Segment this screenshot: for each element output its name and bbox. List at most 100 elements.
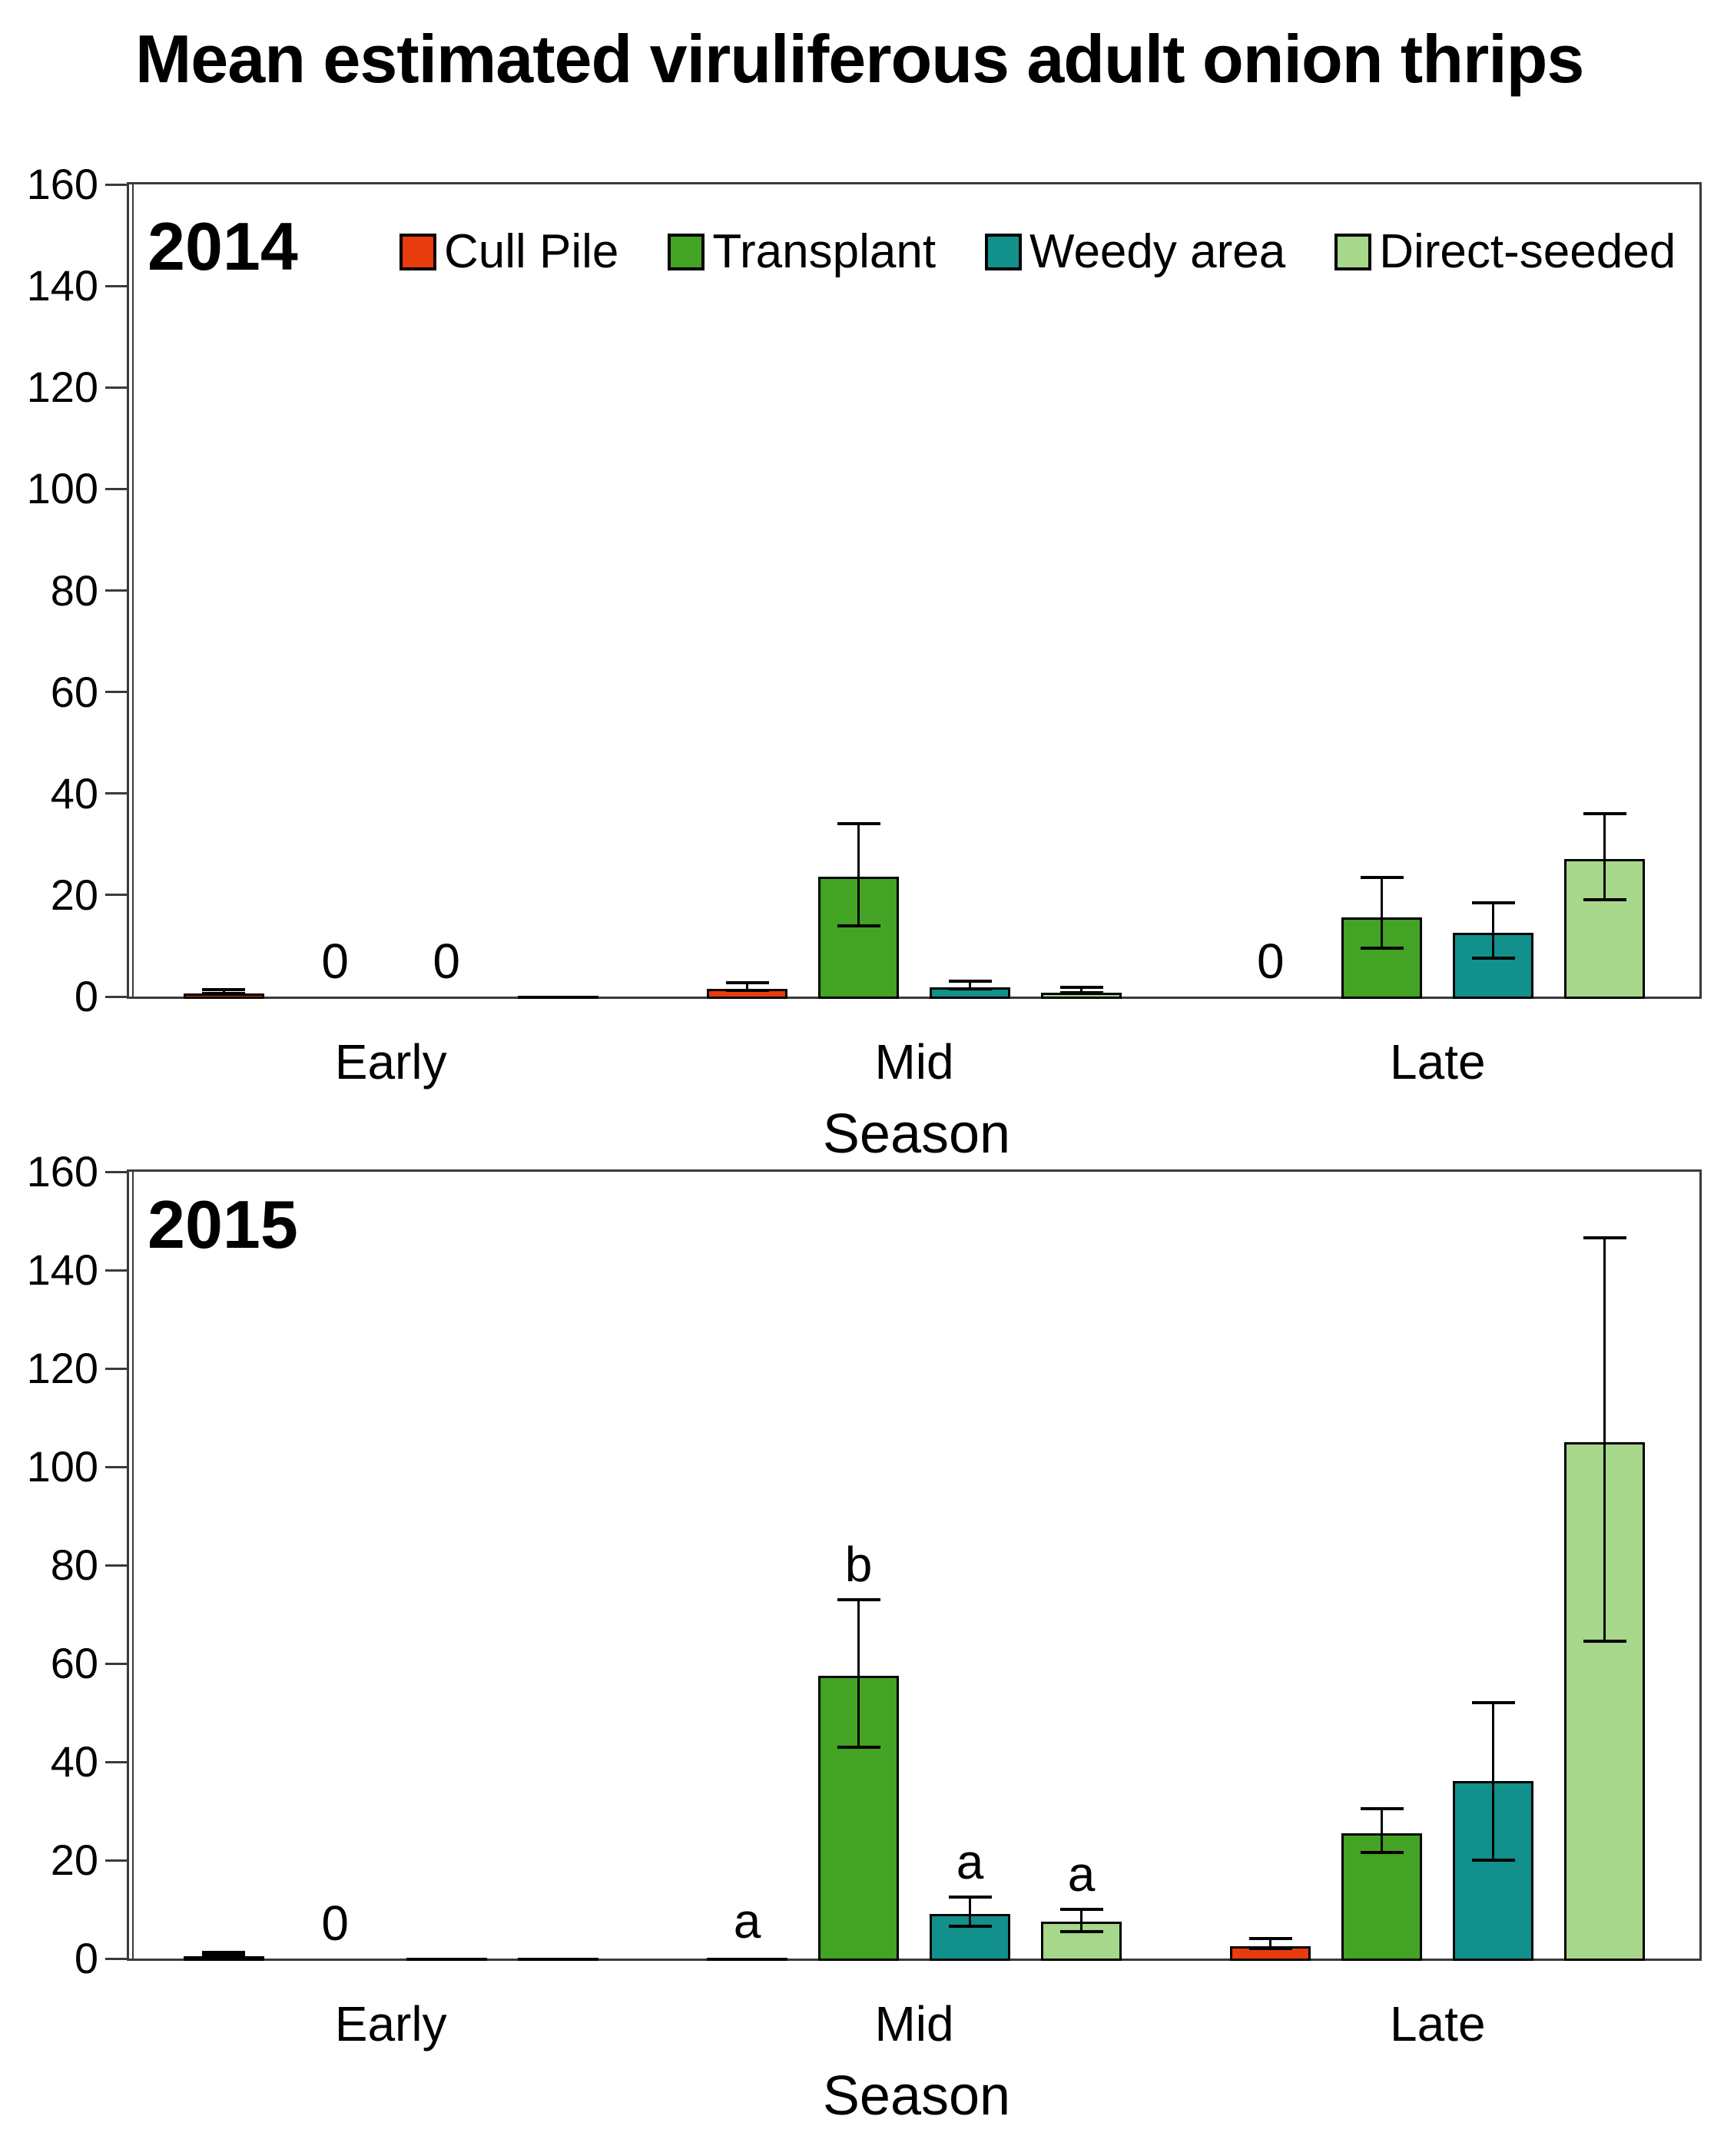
- y-axis-tick-label: 40: [50, 768, 98, 818]
- year-label-2015: 2015: [148, 1186, 298, 1262]
- bar-cull-pile: [707, 1958, 787, 1961]
- error-bar: [1381, 1808, 1384, 1853]
- error-bar-cap-bottom: [1583, 898, 1626, 902]
- y-axis-tick: [105, 691, 127, 694]
- error-bar-cap-top: [725, 980, 769, 984]
- bar-note: a: [1067, 1846, 1096, 1902]
- error-bar: [857, 824, 860, 926]
- y-axis-tick-label: 120: [26, 1344, 98, 1392]
- x-axis-title-2014: Season: [822, 1103, 1011, 1165]
- y-axis-tick-label: 60: [50, 1639, 98, 1687]
- legend-swatch-transplant: [668, 233, 705, 270]
- chart-title: Mean estimated viruliferous adult onion …: [135, 21, 1584, 97]
- error-bar: [1492, 902, 1495, 959]
- error-bar-cap-top: [1059, 1908, 1103, 1911]
- error-bar-cap-top: [1248, 1937, 1292, 1941]
- error-bar: [222, 989, 225, 994]
- y-axis-tick: [105, 1662, 127, 1665]
- y-axis-tick: [105, 1957, 127, 1960]
- error-bar-cap-bottom: [1471, 957, 1515, 960]
- y-axis-tick-label: 120: [26, 363, 98, 412]
- legend-label: Transplant: [712, 225, 937, 278]
- y-axis-tick-label: 60: [50, 667, 98, 716]
- bar-direct-seeded: [517, 996, 598, 999]
- y-axis-tick: [105, 284, 127, 287]
- legend: Cull Pile Transplant Weedy area Direct-s…: [400, 224, 1676, 279]
- error-bar: [969, 981, 971, 990]
- y-axis-tick: [105, 1170, 127, 1173]
- error-bar: [857, 1599, 860, 1747]
- error-bar-cap-bottom: [1471, 1859, 1515, 1862]
- bar-direct-seeded: [517, 1958, 598, 1961]
- error-bar-cap-top: [1360, 1806, 1404, 1810]
- error-bar-cap-top: [1059, 986, 1103, 990]
- bar-note: a: [956, 1834, 984, 1889]
- bar-note: b: [844, 1536, 873, 1592]
- panel-2014: 2014 Cull Pile Transplant Weedy area Dir…: [0, 161, 1724, 1169]
- bar-note: 0: [433, 934, 460, 989]
- error-bar: [1381, 877, 1384, 949]
- error-bar-cap-top: [202, 987, 246, 991]
- legend-item-transplant: Transplant: [668, 224, 936, 279]
- y-axis-tick: [105, 386, 127, 389]
- legend-item-weedy-area: Weedy area: [985, 224, 1285, 279]
- year-label-2014: 2014: [148, 208, 298, 284]
- y-axis-tick-label: 80: [50, 566, 98, 615]
- y-axis-tick: [105, 894, 127, 897]
- legend-label: Cull Pile: [444, 225, 619, 278]
- y-axis-tick-label: 140: [26, 1246, 98, 1294]
- error-bar-cap-bottom: [837, 1745, 880, 1749]
- error-bar-cap-bottom: [948, 1925, 992, 1929]
- bar-note: 0: [321, 934, 349, 989]
- bar-weedy-area: [406, 1958, 487, 1961]
- error-bar-cap-top: [948, 1896, 992, 1899]
- error-bar: [1603, 814, 1606, 901]
- panel-2015: 2015 Season 0 20 40 60 80 100 120 140 160 Early Mi…: [0, 1149, 1724, 2156]
- y-axis-tick-label: 160: [26, 1147, 98, 1196]
- legend-item-direct-seeded: Direct-seeded: [1334, 224, 1676, 279]
- error-bar: [1269, 1939, 1272, 1949]
- legend-swatch-weedy-area: [985, 233, 1023, 270]
- bar-note: 0: [321, 1896, 349, 1951]
- error-bar-cap-top: [1471, 901, 1515, 904]
- y-axis-tick-label: 140: [26, 261, 98, 310]
- plot-area-2014: 2014 Cull Pile Transplant Weedy area Dir…: [27, 161, 1702, 1165]
- y-axis-tick-label: 100: [26, 464, 98, 513]
- bar-direct-seeded: [1564, 859, 1646, 999]
- error-bar-cap-top: [1471, 1701, 1515, 1705]
- error-bar-cap-bottom: [725, 989, 769, 993]
- legend-label: Weedy area: [1029, 225, 1286, 278]
- y-axis-tick-label: 80: [50, 1541, 98, 1589]
- y-axis-tick: [105, 792, 127, 795]
- y-axis-tick-label: 0: [74, 972, 98, 1020]
- y-axis-tick: [105, 1760, 127, 1763]
- y-axis-tick-label: 160: [26, 160, 98, 208]
- error-bar: [969, 1897, 971, 1927]
- y-axis-line: [132, 184, 134, 997]
- y-axis-tick: [105, 1465, 127, 1468]
- error-bar: [1492, 1703, 1495, 1860]
- legend-item-cull-pile: Cull Pile: [400, 224, 618, 279]
- category-label-late: Late: [1390, 1996, 1486, 2052]
- y-axis-tick: [105, 1269, 127, 1272]
- y-axis-tick: [105, 1367, 127, 1370]
- error-bar-cap-bottom: [1059, 1929, 1103, 1933]
- error-bar-cap-bottom: [1059, 991, 1103, 995]
- category-label-mid: Mid: [874, 1034, 954, 1090]
- plot-area-2015: 2015 Season 0 20 40 60 80 100 120 140 160 Early Mi…: [27, 1149, 1702, 2127]
- error-bar-cap-bottom: [948, 987, 992, 991]
- error-bar-cap-bottom: [202, 1953, 246, 1957]
- error-bar-cap-bottom: [1583, 1640, 1626, 1644]
- category-label-mid: Mid: [874, 1996, 954, 2052]
- y-axis-tick: [105, 995, 127, 998]
- error-bar: [1080, 987, 1082, 993]
- y-axis-tick: [105, 1859, 127, 1862]
- category-label-early: Early: [334, 1034, 447, 1090]
- y-axis-tick: [105, 487, 127, 490]
- error-bar-cap-bottom: [1360, 947, 1404, 950]
- error-bar-cap-top: [837, 1597, 880, 1601]
- error-bar-cap-top: [837, 822, 880, 826]
- legend-swatch-direct-seeded: [1334, 233, 1372, 270]
- error-bar-cap-top: [202, 1950, 246, 1954]
